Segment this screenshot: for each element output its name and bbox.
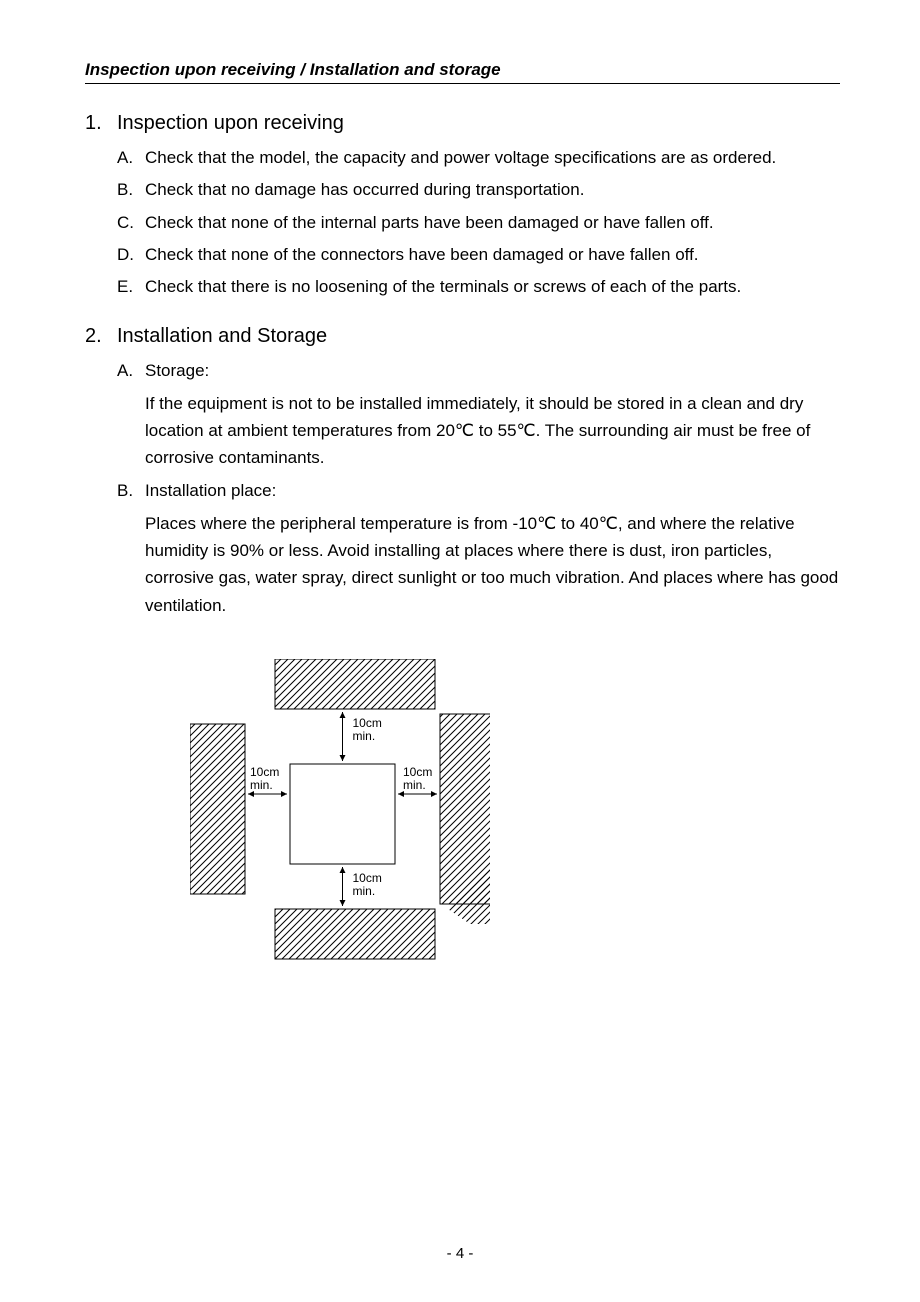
item-letter: E. [117,274,145,300]
page-content: Inspection upon receiving / Installation… [0,0,920,1014]
item-body: If the equipment is not to be installed … [145,390,840,472]
svg-text:min.: min. [353,884,376,898]
section-1: 1. Inspection upon receiving A. Check th… [85,112,840,301]
list-item: C. Check that none of the internal parts… [117,210,840,236]
item-text: Check that there is no loosening of the … [145,274,840,300]
section-2: 2. Installation and Storage A. Storage: … [85,325,840,619]
list-item: D. Check that none of the connectors hav… [117,242,840,268]
item-letter: D. [117,242,145,268]
item-label: Storage: [145,358,840,384]
section-1-heading: Inspection upon receiving [117,112,344,135]
svg-text:min.: min. [250,778,273,792]
section-1-list: A. Check that the model, the capacity an… [117,145,840,301]
section-2-num: 2. [85,325,117,348]
svg-text:min.: min. [403,778,426,792]
item-letter: A. [117,358,145,384]
item-letter: B. [117,478,145,504]
section-1-num: 1. [85,112,117,135]
svg-text:10cm: 10cm [250,765,279,779]
item-letter: C. [117,210,145,236]
list-item: A. Check that the model, the capacity an… [117,145,840,171]
section-2-title: 2. Installation and Storage [85,325,840,348]
item-letter: B. [117,177,145,203]
item-text: Check that no damage has occurred during… [145,177,840,203]
item-text: Check that none of the connectors have b… [145,242,840,268]
list-item: E. Check that there is no loosening of t… [117,274,840,300]
item-text: Check that the model, the capacity and p… [145,145,840,171]
page-number: - 4 - [0,1245,920,1262]
clearance-diagram: 10cmmin.10cmmin.10cmmin.10cmmin. [190,659,840,974]
svg-text:min.: min. [353,729,376,743]
list-item: B. Check that no damage has occurred dur… [117,177,840,203]
page-header: Inspection upon receiving / Installation… [85,60,840,84]
svg-text:10cm: 10cm [403,765,432,779]
section-2-list: A. Storage: If the equipment is not to b… [117,358,840,619]
diagram-svg: 10cmmin.10cmmin.10cmmin.10cmmin. [190,659,490,969]
list-item: B. Installation place: [117,478,840,504]
list-item: A. Storage: [117,358,840,384]
item-body: Places where the peripheral temperature … [145,510,840,619]
item-text: Check that none of the internal parts ha… [145,210,840,236]
svg-text:10cm: 10cm [353,871,382,885]
svg-text:10cm: 10cm [353,716,382,730]
item-label: Installation place: [145,478,840,504]
item-letter: A. [117,145,145,171]
section-2-heading: Installation and Storage [117,325,327,348]
section-1-title: 1. Inspection upon receiving [85,112,840,135]
